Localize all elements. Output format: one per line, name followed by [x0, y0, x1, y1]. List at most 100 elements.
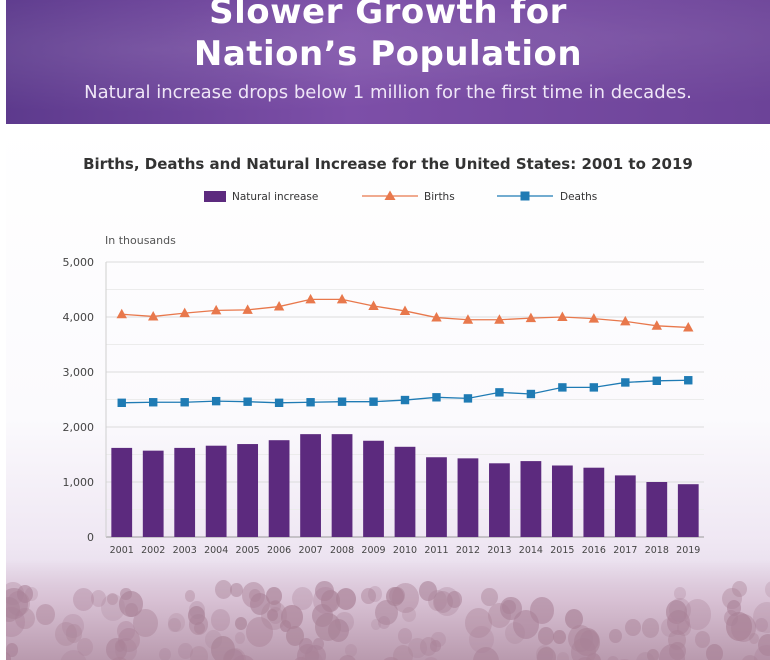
bar-natural-increase — [111, 447, 133, 537]
point-deaths — [526, 389, 536, 399]
crowd-head — [297, 643, 320, 660]
point-deaths — [274, 398, 284, 407]
crowd-head — [193, 622, 205, 635]
bar-natural-increase — [331, 434, 353, 537]
bar-natural-increase — [237, 444, 259, 537]
crowd-head — [65, 624, 83, 643]
crowd-head — [674, 587, 686, 600]
crowd-head — [564, 608, 584, 629]
point-deaths — [180, 398, 189, 407]
point-births — [651, 320, 662, 330]
crowd-head — [574, 657, 596, 660]
crowd-head — [234, 632, 245, 644]
y-tick-label: 2,000 — [63, 421, 95, 434]
point-births — [399, 305, 411, 315]
crowd-head — [635, 651, 656, 660]
crowd-head — [320, 590, 341, 612]
crowd-head — [242, 582, 266, 608]
crowd-head — [106, 592, 119, 606]
crowd-head — [388, 586, 405, 605]
crowd-head — [419, 581, 438, 602]
x-tick-label: 2012 — [456, 545, 480, 556]
x-tick-label: 2011 — [424, 545, 448, 556]
point-deaths — [652, 376, 661, 385]
point-births — [336, 293, 348, 304]
crowd-head — [432, 590, 453, 613]
x-tick-label: 2015 — [550, 545, 574, 556]
crowd-head — [446, 591, 462, 608]
x-tick-label: 2016 — [582, 545, 606, 556]
bar-natural-increase — [489, 463, 510, 537]
x-tick-label: 2006 — [267, 545, 291, 556]
point-deaths — [149, 398, 158, 407]
crowd-head — [167, 613, 186, 633]
crowd-head — [246, 617, 274, 648]
crowd-head — [230, 582, 244, 598]
crowd-head — [430, 640, 441, 652]
crowd-head — [293, 657, 309, 660]
crowd-head — [367, 585, 383, 602]
bar-natural-increase — [677, 484, 699, 537]
crowd-head — [269, 599, 281, 612]
point-births — [494, 314, 505, 324]
crowd-head — [313, 587, 338, 615]
crowd-head — [468, 625, 494, 654]
legend-label-natural-increase: Natural increase — [232, 191, 318, 203]
legend-label-births: Births — [424, 191, 455, 203]
crowd-head — [758, 633, 770, 656]
x-tick-label: 2001 — [110, 545, 134, 556]
crowd-head — [281, 605, 303, 629]
crowd-head — [59, 650, 88, 660]
crowd-head — [72, 587, 94, 611]
header-banner: Slower Growth for Nation’s Population Na… — [6, 0, 770, 124]
x-tick-label: 2005 — [236, 545, 260, 556]
crowd-head — [178, 643, 193, 660]
bar-natural-increase — [300, 434, 321, 537]
point-births — [431, 312, 442, 322]
point-births — [525, 312, 537, 323]
y-unit-label: In thousands — [105, 234, 176, 247]
point-deaths — [243, 397, 252, 406]
bar-natural-increase — [426, 457, 447, 537]
crowd-head — [168, 618, 181, 632]
crowd-head — [248, 588, 261, 602]
crowd-head — [265, 586, 282, 605]
crowd-head — [668, 598, 691, 623]
crowd-head — [76, 638, 93, 657]
x-tick-label: 2002 — [141, 545, 165, 556]
crowd-head — [625, 619, 641, 637]
crowd-head — [571, 638, 597, 660]
point-births — [116, 308, 127, 319]
point-births — [148, 310, 159, 321]
crowd-head — [754, 644, 770, 660]
bar-natural-increase — [646, 482, 668, 537]
crowd-head — [730, 614, 756, 642]
crowd-photo-backdrop — [6, 560, 770, 660]
x-tick-label: 2009 — [361, 545, 385, 556]
point-deaths — [117, 398, 126, 407]
x-tick-label: 2013 — [487, 545, 511, 556]
bar-natural-increase — [551, 465, 573, 537]
point-births — [557, 311, 568, 321]
crowd-head — [108, 657, 131, 660]
legend-marker-births — [384, 190, 396, 200]
crowd-head — [740, 655, 759, 660]
crowd-head — [374, 599, 399, 626]
crowd-head — [537, 627, 555, 646]
bar-natural-increase — [268, 440, 290, 537]
crowd-head — [754, 617, 768, 633]
crowd-head — [116, 621, 135, 642]
crowd-head — [669, 641, 687, 660]
crowd-head — [210, 636, 235, 660]
point-deaths — [589, 383, 599, 392]
point-deaths — [621, 378, 630, 387]
crowd-head — [106, 637, 128, 660]
x-tick-label: 2014 — [519, 545, 543, 556]
page-title-line-1: Slower Growth for — [209, 0, 567, 32]
x-tick-label: 2017 — [613, 545, 637, 556]
crowd-head — [608, 628, 622, 644]
bar-natural-increase — [174, 447, 196, 537]
crowd-head — [392, 644, 413, 660]
bar-natural-increase — [614, 475, 636, 537]
crowd-head — [764, 581, 770, 599]
